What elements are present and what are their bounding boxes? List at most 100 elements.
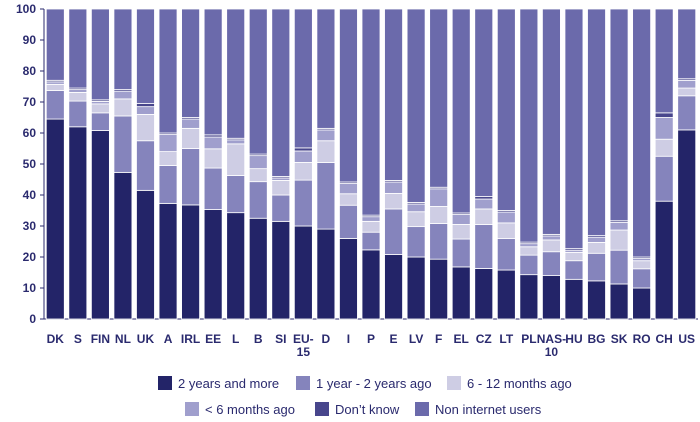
bar-segment-cz-2-years-and-more bbox=[474, 268, 494, 320]
x-tick-label: RO bbox=[633, 332, 651, 346]
bar-segment-b-6-months-ago bbox=[248, 155, 268, 170]
bar-segment-eu-15-don-t-know bbox=[293, 147, 313, 152]
legend-label-don-t-know: Don’t know bbox=[335, 402, 400, 417]
bar-segment-fin-6-12-months-ago bbox=[90, 103, 110, 114]
bar-segment-sk-6-months-ago bbox=[609, 221, 629, 231]
bar-segment-e-6-months-ago bbox=[384, 181, 403, 194]
bar-segment-irl-6-months-ago bbox=[181, 118, 200, 129]
x-tick-label: EL bbox=[454, 332, 469, 346]
bar-segment-a-1-year-2-years-ago bbox=[158, 165, 178, 204]
bar-segment-lt-6-months-ago bbox=[496, 211, 516, 224]
bar-segment-fin-non-internet-users bbox=[90, 8, 110, 101]
bar-segment-us-non-internet-users bbox=[677, 8, 697, 80]
bar-segment-pl-6-months-ago bbox=[519, 243, 539, 248]
bar-segment-el-2-years-and-more bbox=[451, 266, 471, 320]
bar-segment-lt-2-years-and-more bbox=[496, 269, 516, 320]
bar-segment-l-6-months-ago bbox=[226, 139, 246, 145]
legend-swatch-1-year-2-years-ago bbox=[296, 376, 310, 390]
bar-segment-i-1-year-2-years-ago bbox=[339, 204, 358, 239]
bars bbox=[45, 8, 697, 320]
bar-segment-b-2-years-and-more bbox=[248, 217, 268, 320]
bar-segment-p-6-12-months-ago bbox=[361, 220, 381, 233]
bar-segment-ch-1-year-2-years-ago bbox=[654, 155, 674, 202]
bar-segment-dk-non-internet-users bbox=[45, 8, 65, 81]
legend-label-1-year-2-years-ago: 1 year - 2 years ago bbox=[316, 376, 432, 391]
bar-segment-e-1-year-2-years-ago bbox=[384, 208, 403, 255]
x-tick-label: SI bbox=[275, 332, 286, 346]
bar-segment-e-6-12-months-ago bbox=[384, 193, 403, 210]
x-tick-label: E bbox=[390, 332, 398, 346]
x-tick-label: I bbox=[347, 332, 350, 346]
bar-segment-eu-15-2-years-and-more bbox=[293, 225, 313, 320]
bar-segment-s-6-months-ago bbox=[68, 89, 88, 93]
legend-label-6-12-months-ago: 6 - 12 months ago bbox=[467, 376, 572, 391]
bar-segment-d-6-months-ago bbox=[316, 129, 336, 142]
bar-segment-ch-6-12-months-ago bbox=[654, 138, 674, 157]
bar-segment-nl-1-year-2-years-ago bbox=[113, 115, 133, 173]
x-tick-label: FIN bbox=[91, 332, 110, 346]
y-tick-label: 80 bbox=[23, 64, 37, 78]
bar-segment-eu-15-6-12-months-ago bbox=[293, 162, 313, 181]
x-tick-label: UK bbox=[137, 332, 155, 346]
bar-segment-bg-6-months-ago bbox=[587, 236, 606, 243]
bar-segment-bg-1-year-2-years-ago bbox=[587, 252, 606, 282]
bar-segment-ro-2-years-and-more bbox=[632, 287, 652, 320]
bar-segment-lt-6-12-months-ago bbox=[496, 222, 516, 239]
bar-segment-s-6-12-months-ago bbox=[68, 91, 88, 102]
bar-segment-eu-15-non-internet-users bbox=[293, 8, 313, 149]
bar-segment-pl-6-12-months-ago bbox=[519, 246, 539, 256]
x-tick-label: B bbox=[254, 332, 263, 346]
y-tick-label: 60 bbox=[23, 126, 37, 140]
bar-segment-us-1-year-2-years-ago bbox=[677, 95, 697, 131]
bar-segment-irl-non-internet-users bbox=[181, 8, 200, 118]
bar-segment-a-2-years-and-more bbox=[158, 202, 178, 320]
x-tick-label: CH bbox=[656, 332, 673, 346]
legend-label-2-years-and-more: 2 years and more bbox=[178, 376, 279, 391]
bar-segment-cz-6-12-months-ago bbox=[474, 208, 494, 225]
x-tick-label: NAS-10 bbox=[537, 332, 566, 359]
bar-segment-lt-1-year-2-years-ago bbox=[496, 237, 516, 271]
bar-segment-e-non-internet-users bbox=[384, 8, 403, 181]
bar-segment-lv-2-years-and-more bbox=[406, 256, 426, 320]
bar-segment-b-non-internet-users bbox=[248, 8, 268, 155]
bar-segment-b-1-year-2-years-ago bbox=[248, 181, 268, 219]
bar-segment-bg-2-years-and-more bbox=[587, 280, 606, 320]
y-tick-label: 90 bbox=[23, 33, 37, 47]
bar-segment-f-2-years-and-more bbox=[429, 258, 449, 320]
bar-segment-si-non-internet-users bbox=[271, 8, 291, 177]
bar-segment-ch-non-internet-users bbox=[654, 8, 674, 114]
bar-segment-l-6-12-months-ago bbox=[226, 143, 246, 176]
y-tick-label: 40 bbox=[23, 188, 37, 202]
legend-label-6-months-ago: < 6 months ago bbox=[205, 402, 295, 417]
x-tick-label: P bbox=[367, 332, 375, 346]
x-tick-label: D bbox=[322, 332, 331, 346]
bar-segment-i-6-months-ago bbox=[339, 183, 358, 195]
bar-segment-nas-10-2-years-and-more bbox=[542, 275, 561, 320]
bar-segment-us-2-years-and-more bbox=[677, 129, 697, 320]
bar-segment-nl-6-12-months-ago bbox=[113, 98, 133, 117]
bar-segment-ee-non-internet-users bbox=[203, 8, 223, 136]
bar-segment-a-6-12-months-ago bbox=[158, 151, 178, 166]
legend-swatch-don-t-know bbox=[315, 402, 329, 416]
x-tick-label: EE bbox=[205, 332, 221, 346]
bar-segment-fin-2-years-and-more bbox=[90, 130, 110, 320]
y-axis-ticks: 0 10 20 30 40 50 60 70 80 90 100 bbox=[16, 2, 44, 326]
bar-segment-ee-1-year-2-years-ago bbox=[203, 167, 223, 210]
bar-segment-si-2-years-and-more bbox=[271, 220, 291, 320]
bar-segment-el-non-internet-users bbox=[451, 8, 471, 214]
bar-segment-pl-2-years-and-more bbox=[519, 274, 539, 320]
bar-segment-us-6-months-ago bbox=[677, 79, 697, 89]
x-tick-label: PL bbox=[521, 332, 536, 346]
bar-segment-dk-1-year-2-years-ago bbox=[45, 90, 65, 120]
x-tick-label: L bbox=[232, 332, 239, 346]
bar-segment-bg-6-12-months-ago bbox=[587, 242, 606, 254]
bar-segment-el-1-year-2-years-ago bbox=[451, 238, 471, 268]
bar-segment-lv-6-months-ago bbox=[406, 203, 426, 213]
x-tick-label: S bbox=[74, 332, 82, 346]
bar-segment-i-non-internet-users bbox=[339, 8, 358, 183]
bar-segment-dk-2-years-and-more bbox=[45, 118, 65, 320]
bar-segment-el-6-12-months-ago bbox=[451, 224, 471, 240]
bar-segment-nas-10-6-12-months-ago bbox=[542, 239, 561, 253]
x-axis-labels: DK S FIN NL UK A IRL EE L B SI EU-15 D I P E LV F EL CZ LT PL… bbox=[47, 332, 695, 359]
bar-segment-nl-2-years-and-more bbox=[113, 171, 133, 320]
